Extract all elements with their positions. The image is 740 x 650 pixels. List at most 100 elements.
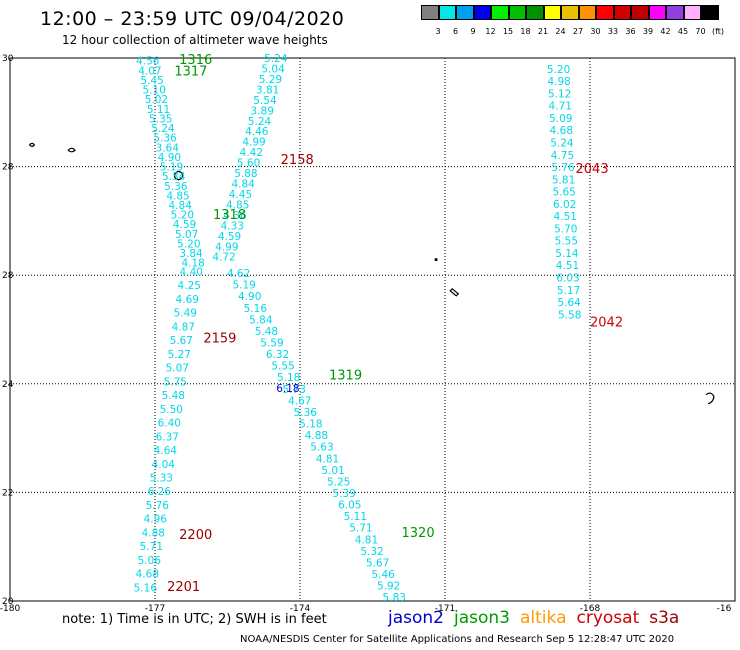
wave-height-value: 4.64: [154, 445, 178, 457]
wave-height-value: 5.20: [547, 64, 570, 76]
wave-height-value: 4.25: [178, 280, 201, 292]
wave-height-value: 5.07: [175, 229, 198, 241]
wave-height-value: 5.36: [294, 407, 318, 419]
wave-height-value: 3.64: [156, 142, 180, 154]
wave-height-value: 4.51: [556, 260, 579, 272]
wave-height-value: 4.85: [226, 199, 249, 211]
pass-label: 2042: [590, 315, 623, 330]
wave-height-value: 5.75: [164, 376, 187, 388]
wave-height-value: 4.46: [245, 126, 269, 138]
colorbar-swatch: [508, 5, 526, 20]
wave-height-value: 4.62: [227, 268, 250, 280]
wave-height-value: 4.90: [158, 152, 181, 164]
colorbar-swatch: [666, 5, 684, 20]
wave-height-value: 4.42: [240, 147, 263, 159]
wave-height-value: 4.90: [238, 291, 261, 303]
island-outline: [67, 147, 76, 153]
colorbar-swatch: [613, 5, 631, 20]
colorbar-swatch: [491, 5, 509, 20]
wave-height-value: 5.11: [344, 511, 367, 523]
pass-label: 2043: [576, 162, 609, 177]
wave-height-value: 4.59: [218, 231, 241, 243]
legend-jason2: jason2: [388, 608, 444, 628]
wave-height-value: 4.75: [551, 150, 574, 162]
colorbar-label: 27: [572, 27, 584, 36]
colorbar-label: 39: [642, 27, 654, 36]
wave-height-value: 5.09: [549, 113, 572, 125]
wave-height-value: 6.03: [556, 272, 579, 284]
wave-height-value: 5.24: [264, 53, 288, 65]
wave-height-value: 5.71: [349, 523, 372, 535]
wave-height-value: 5.06: [138, 555, 162, 567]
wave-height-value: 5.11: [147, 104, 170, 116]
wave-height-value: 5.18: [299, 419, 322, 431]
colorbar-label: 3: [435, 27, 441, 36]
wave-height-value: 5.36: [164, 181, 188, 193]
wave-height-value: 5.35: [149, 113, 172, 125]
wave-height-value: 5.67: [366, 557, 389, 569]
wave-height-value: 4.56: [136, 56, 160, 68]
y-tick-label: 28: [2, 271, 14, 281]
wave-height-value: 5.34: [162, 171, 186, 183]
wave-height-value: 4.68: [550, 125, 573, 137]
x-tick-label: -16: [717, 604, 732, 614]
pass-label: 2159: [203, 332, 236, 347]
wave-height-value: 5.27: [168, 349, 191, 361]
colorbar-swatch: [526, 5, 544, 20]
wave-height-value: 3.84: [179, 248, 203, 260]
pass-label: 1318: [213, 208, 246, 223]
colorbar-label: 15: [502, 27, 514, 36]
wave-height-value: 4.81: [355, 534, 378, 546]
wave-height-value: 6.32: [266, 349, 289, 361]
colorbar-label: 45: [677, 27, 689, 36]
wave-height-value: 5.16: [244, 303, 268, 315]
colorbar-label: 30: [590, 27, 601, 36]
colorbar-label: (ft): [711, 27, 725, 36]
wave-height-value: 5.24: [248, 116, 272, 128]
wave-height-value: 4.07: [138, 65, 161, 77]
pass-label: 1317: [174, 64, 207, 79]
pass-label: 2201: [167, 580, 200, 595]
wave-height-value: 6.37: [156, 431, 179, 443]
map-subtitle: 12 hour collection of altimeter wave hei…: [62, 33, 328, 47]
wave-height-value: 5.60: [237, 158, 260, 170]
map-title: 12:00 – 23:59 UTC 09/04/2020: [40, 8, 345, 30]
y-tick-label: 30: [2, 54, 14, 64]
wave-height-value: 6.26: [148, 486, 172, 498]
colorbar-label: 9: [470, 27, 476, 36]
wave-height-value: 4.84: [231, 179, 255, 191]
wave-height-value: 5.55: [555, 236, 578, 248]
wave-height-value: 5.02: [145, 94, 168, 106]
island-outline: [173, 170, 184, 181]
wave-height-value: 4.04: [152, 459, 176, 471]
wave-height-value: 5.92: [377, 581, 400, 593]
wave-height-value: 5.76: [551, 162, 575, 174]
colorbar-label: 42: [660, 27, 671, 36]
legend-altika: altika: [520, 608, 567, 628]
pass-label: 2158: [281, 153, 314, 168]
wave-height-value: 4.85: [166, 190, 189, 202]
colorbar-label: 18: [520, 27, 531, 36]
y-tick-label: 28: [2, 163, 14, 173]
x-tick-label: -171: [435, 604, 455, 614]
wave-height-value: 4.59: [173, 219, 196, 231]
colorbar-swatch: [543, 5, 561, 20]
wave-height-value: 5.25: [327, 476, 350, 488]
legend-cryosat: cryosat: [576, 608, 640, 628]
wave-height-value: 5.36: [153, 133, 177, 145]
wave-height-value: 5.29: [259, 74, 282, 86]
wave-height-value: 5.01: [321, 465, 344, 477]
wave-height-value: 5.17: [557, 285, 580, 297]
y-tick-label: 24: [2, 380, 14, 390]
wave-height-value: 4.84: [169, 200, 193, 212]
colorbar-swatch: [421, 5, 439, 20]
wave-height-value: 4.68: [136, 569, 159, 581]
colorbar-swatch: [648, 5, 666, 20]
pass-label: 1316: [179, 53, 212, 68]
wave-height-value: 5.45: [140, 75, 163, 87]
wave-height-value: 4.71: [549, 101, 572, 113]
satellite-legend: jason2 jason3 altika cryosat s3a: [388, 608, 689, 628]
wave-height-value: 5.46: [371, 569, 395, 581]
colorbar-swatch: [456, 5, 474, 20]
x-tick-label: -168: [580, 604, 601, 614]
